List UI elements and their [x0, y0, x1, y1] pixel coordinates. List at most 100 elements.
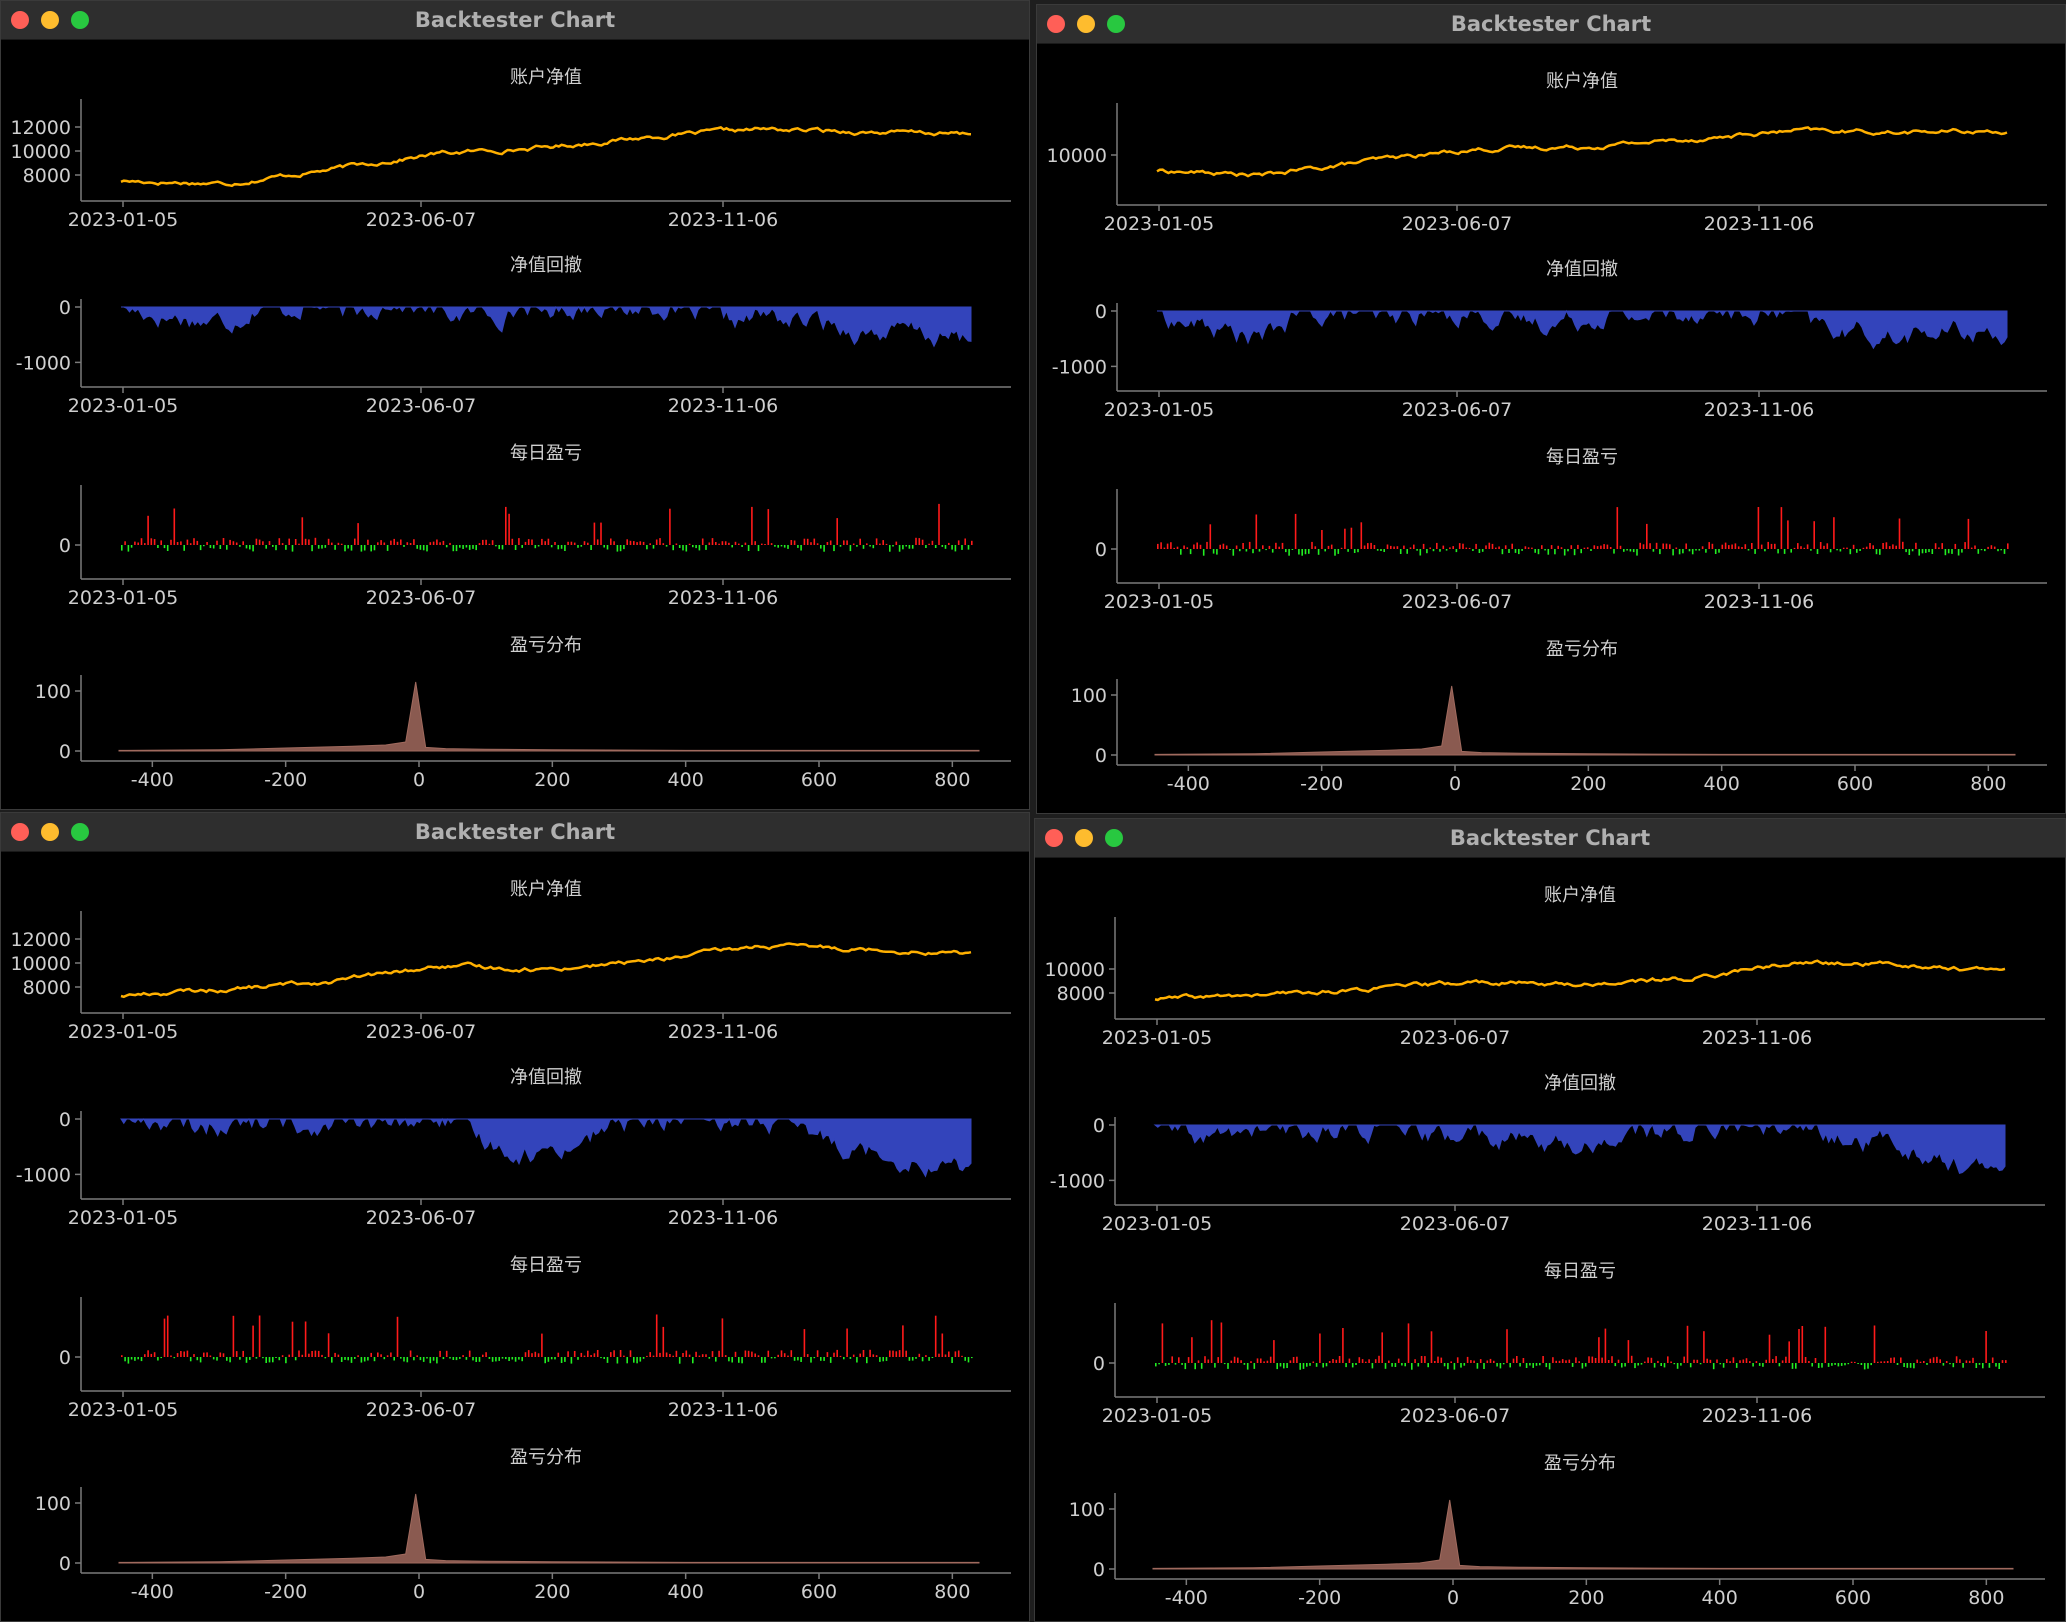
profit-bar: [153, 539, 156, 545]
profit-bar: [1263, 1361, 1265, 1363]
window-title: Backtester Chart: [1450, 12, 1652, 36]
loss-bar: [1509, 1363, 1511, 1368]
loss-bar: [275, 545, 277, 551]
maximize-button[interactable]: [1105, 829, 1123, 847]
close-button[interactable]: [11, 11, 29, 29]
profit-bar: [291, 1321, 294, 1357]
drawdown-area: [121, 305, 972, 348]
minimize-button[interactable]: [41, 823, 59, 841]
loss-bar: [810, 1357, 812, 1363]
daily-pnl-bars: [1155, 1320, 2007, 1370]
loss-bar: [383, 1357, 386, 1360]
maximize-button[interactable]: [71, 823, 89, 841]
profit-bar: [183, 1351, 185, 1357]
loss-bar: [967, 1357, 970, 1363]
profit-bar: [2005, 1360, 2007, 1363]
loss-bar: [1584, 1363, 1587, 1367]
profit-bar: [1555, 1360, 1557, 1363]
profit-bar: [1368, 1359, 1370, 1363]
loss-bar: [239, 1357, 241, 1360]
profit-bar: [600, 522, 602, 545]
title-bar[interactable]: Backtester Chart: [1, 1, 1029, 40]
loss-bar: [1758, 1363, 1761, 1366]
profit-bar: [301, 1354, 304, 1357]
loss-bar: [1376, 549, 1379, 551]
loss-bar: [1918, 549, 1920, 556]
profit-bar: [843, 540, 845, 545]
loss-bar: [1928, 549, 1930, 553]
profit-bar: [642, 541, 645, 545]
title-bar[interactable]: Backtester Chart: [1037, 5, 2065, 44]
close-button[interactable]: [11, 823, 29, 841]
profit-bar: [1880, 1361, 1882, 1363]
loss-bar: [616, 545, 619, 552]
loss-bar: [472, 1357, 474, 1361]
profit-bar: [1955, 1356, 1958, 1363]
profit-bar: [1269, 1356, 1272, 1363]
x-tick-label: 800: [934, 769, 970, 791]
minimize-button[interactable]: [1075, 829, 1093, 847]
loss-bar: [324, 1357, 327, 1359]
loss-bar: [1164, 1363, 1167, 1366]
loss-bar: [1984, 549, 1986, 552]
profit-bar: [1462, 543, 1464, 549]
loss-bar: [1298, 549, 1300, 555]
profit-bar: [1506, 1329, 1508, 1363]
loss-bar: [1534, 549, 1536, 553]
loss-bar: [1411, 1363, 1413, 1370]
loss-bar: [1214, 1363, 1216, 1368]
profit-bar: [1862, 547, 1865, 549]
profit-bar: [688, 1354, 691, 1357]
profit-bar: [1407, 1323, 1410, 1363]
profit-bar: [701, 1354, 704, 1357]
loss-bar: [1283, 1363, 1285, 1369]
profit-bar: [439, 1350, 441, 1357]
profit-bar: [1233, 1356, 1236, 1363]
maximize-button[interactable]: [1107, 15, 1125, 33]
loss-bar: [961, 545, 963, 550]
profit-bar: [1732, 1357, 1735, 1363]
loss-bar: [252, 545, 254, 552]
profit-bar: [258, 539, 261, 545]
title-bar[interactable]: Backtester Chart: [1, 813, 1029, 852]
profit-bar: [1449, 547, 1451, 549]
x-tick-label: 400: [1702, 1587, 1738, 1609]
x-tick-label: 200: [534, 1581, 570, 1603]
daily-pnl-bars: [1157, 507, 2009, 556]
loss-bar: [1754, 549, 1756, 554]
title-bar[interactable]: Backtester Chart: [1035, 819, 2065, 858]
profit-bar: [806, 1354, 809, 1357]
minimize-button[interactable]: [1077, 15, 1095, 33]
profit-bar: [354, 538, 356, 545]
loss-bar: [1840, 1363, 1843, 1366]
y-tick-label: -1000: [1052, 356, 1107, 378]
y-tick-label: 8000: [23, 165, 71, 187]
loss-bar: [196, 1357, 199, 1361]
profit-bar: [1219, 544, 1221, 549]
loss-bar: [1309, 1363, 1311, 1366]
x-tick-label: 2023-06-07: [366, 395, 476, 417]
profit-bar: [1883, 1361, 1886, 1363]
close-button[interactable]: [1045, 829, 1063, 847]
y-tick-label: 0: [59, 535, 71, 557]
profit-bar: [1703, 1331, 1705, 1363]
loss-bar: [971, 1357, 973, 1359]
profit-bar: [1176, 546, 1179, 549]
loss-bar: [557, 545, 560, 550]
loss-bar: [1202, 549, 1205, 556]
loss-bar: [432, 1357, 435, 1361]
minimize-button[interactable]: [41, 11, 59, 29]
close-button[interactable]: [1047, 15, 1065, 33]
loss-bar: [1426, 549, 1428, 554]
loss-bar: [800, 1357, 802, 1362]
profit-bar: [1696, 1359, 1699, 1363]
loss-bar: [560, 545, 563, 549]
loss-bar: [902, 545, 904, 550]
loss-bar: [1419, 549, 1422, 556]
loss-bar: [964, 1357, 966, 1361]
profit-bar: [1436, 542, 1438, 549]
maximize-button[interactable]: [71, 11, 89, 29]
profit-bar: [613, 541, 615, 545]
loss-bar: [1977, 549, 1980, 554]
